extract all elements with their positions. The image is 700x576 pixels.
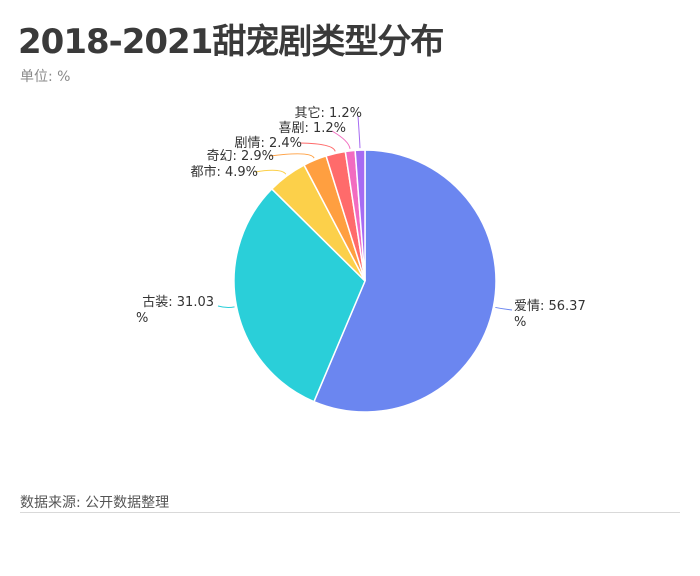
pie-chart: 爱情: 56.37 % 古装: 31.03 % 都市: 4.9%奇幻: 2.9%剧情: … [136,105,586,413]
slice-label-6: 喜剧: 1.2% [278,121,346,136]
pie-slice-1[interactable] [312,149,497,413]
pie-slice-7[interactable] [354,149,366,282]
leader-line-5 [299,142,336,152]
leader-line-1 [495,306,513,311]
leader-line-7 [357,115,361,149]
divider [20,512,680,513]
chart-title: 2018-2021甜宠剧类型分布 [18,22,444,62]
slice-label-7: 其它: 1.2% [294,105,362,121]
data-source: 数据来源: 公开数据整理 [20,495,170,511]
leader-line-6 [331,130,351,149]
leader-line-4 [269,153,315,159]
leader-line-2 [217,305,235,308]
slice-label-3: 都市: 4.9% [190,164,258,180]
leader-line-3 [254,169,287,175]
slice-label-2: 古装: 31.03% [136,295,214,326]
pie-slice-2[interactable] [233,187,366,403]
slice-label-1: 爱情: 56.37% [514,299,586,330]
unit-label: 单位: % [20,69,71,85]
slice-label-5: 剧情: 2.4% [234,136,302,151]
slice-label-4: 奇幻: 2.9% [206,148,274,164]
